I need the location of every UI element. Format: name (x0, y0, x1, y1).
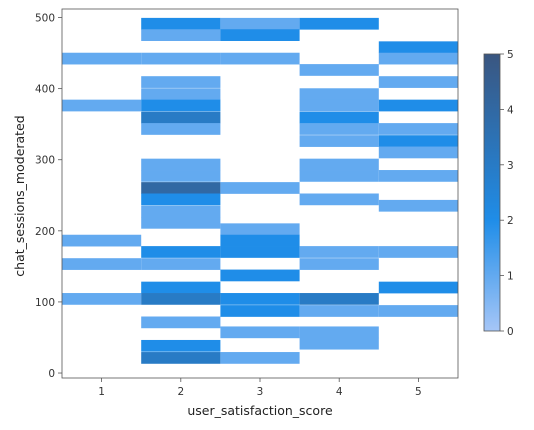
heatmap-cell (299, 305, 379, 317)
heatmap-cell (141, 216, 221, 229)
heatmap-cells (62, 17, 458, 364)
colorbar-tick-label: 3 (507, 160, 514, 172)
heatmap-cell (62, 99, 142, 112)
heatmap-cell (299, 337, 379, 350)
heatmap-cell (141, 316, 221, 329)
heatmap-cell (378, 76, 458, 88)
heatmap-cell (299, 135, 379, 147)
heatmap-cell (378, 41, 458, 54)
y-tick-label: 0 (48, 368, 55, 380)
y-axis-label: chat_sessions_moderated (12, 115, 27, 276)
heatmap-cell (299, 88, 379, 100)
heatmap-cell (141, 111, 221, 124)
heatmap-cell (378, 199, 458, 212)
x-tick-label: 4 (336, 386, 343, 398)
colorbar-tick-label: 4 (507, 104, 514, 116)
heatmap-cell (220, 182, 300, 194)
heatmap-cell (378, 146, 458, 159)
heatmap-cell (141, 193, 221, 206)
heatmap-cell (378, 281, 458, 294)
heatmap-cell (141, 76, 221, 88)
heatmap-cell (141, 52, 221, 65)
colorbar-ticks: 0 1 2 3 4 5 (500, 49, 514, 338)
x-tick-label: 5 (415, 386, 422, 398)
x-tick-label: 1 (98, 386, 105, 398)
heatmap-cell (62, 258, 142, 270)
heatmap-cell (220, 326, 300, 339)
heatmap-cell (299, 193, 379, 206)
colorbar-tick-label: 5 (507, 49, 514, 61)
heatmap-cell (299, 258, 379, 270)
heatmap-cell (220, 246, 300, 258)
heatmap-cell (378, 52, 458, 65)
heatmap-cell (378, 246, 458, 258)
heatmap-cell (299, 123, 379, 135)
heatmap-cell (62, 293, 142, 305)
heatmap-cell (141, 123, 221, 135)
y-axis-ticks: 0 100 200 300 400 500 (35, 13, 62, 380)
heatmap-cell (299, 326, 379, 339)
heatmap-cell (141, 339, 221, 352)
heatmap-cell (141, 182, 221, 194)
heatmap-cell (220, 269, 300, 282)
y-tick-label: 200 (35, 226, 55, 238)
heatmap-cell (299, 293, 379, 305)
y-tick-label: 400 (35, 84, 55, 96)
heatmap-cell (220, 305, 300, 317)
heatmap-cell (220, 293, 300, 305)
y-tick-label: 500 (35, 13, 55, 25)
heatmap-cell (378, 135, 458, 147)
heatmap-cell (141, 29, 221, 41)
y-tick-label: 100 (35, 297, 55, 309)
heatmap-cell (220, 17, 300, 30)
heatmap-cell (299, 158, 379, 171)
heatmap-cell (141, 352, 221, 364)
heatmap-cell (141, 293, 221, 305)
heatmap-cell (220, 234, 300, 247)
x-axis-ticks: 1 2 3 4 5 (98, 378, 422, 398)
heatmap-cell (378, 170, 458, 182)
colorbar-tick-label: 2 (507, 215, 514, 227)
heatmap-cell (378, 123, 458, 135)
colorbar-tick-label: 0 (507, 326, 514, 338)
y-tick-label: 300 (35, 155, 55, 167)
colorbar (483, 53, 501, 332)
heatmap-cell (378, 305, 458, 317)
x-tick-label: 2 (177, 386, 184, 398)
heatmap-cell (62, 234, 142, 247)
heatmap-cell (141, 170, 221, 182)
heatmap-cell (220, 29, 300, 41)
heatmap-cell (141, 99, 221, 112)
heatmap-cell (141, 281, 221, 294)
heatmap-cell (220, 52, 300, 65)
heatmap-cell (299, 246, 379, 258)
heatmap-cell (299, 99, 379, 112)
heatmap-cell (220, 352, 300, 364)
heatmap-cell (299, 64, 379, 76)
heatmap-cell (141, 158, 221, 171)
x-tick-label: 3 (257, 386, 264, 398)
heatmap-cell (141, 88, 221, 100)
x-axis-label: user_satisfaction_score (187, 403, 333, 418)
heatmap-cell (299, 170, 379, 182)
heatmap-cell (299, 111, 379, 124)
heatmap-cell (141, 205, 221, 218)
heatmap-cell (299, 17, 379, 30)
heatmap-cell (141, 17, 221, 30)
heatmap-cell (141, 258, 221, 270)
heatmap-cell (378, 99, 458, 112)
heatmap-cell (62, 52, 142, 65)
colorbar-tick-label: 1 (507, 271, 514, 283)
heatmap-cell (220, 223, 300, 236)
heatmap-cell (141, 246, 221, 258)
